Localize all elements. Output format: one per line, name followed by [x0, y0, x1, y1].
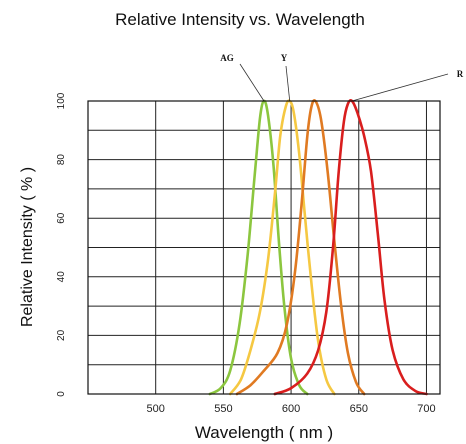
y-tick-label-80: 80	[56, 154, 67, 166]
x-tick-label-700: 700	[417, 403, 435, 415]
series-line-orange	[235, 98, 366, 396]
x-axis-label: Wavelength ( nm )	[195, 423, 333, 442]
annotation-label-y: Y	[281, 53, 288, 63]
annotation-leader-r	[351, 73, 449, 102]
plot-frame	[87, 100, 441, 395]
grid	[88, 101, 440, 394]
x-tick-label-650: 650	[350, 403, 368, 415]
annotation-leader-ag	[239, 63, 265, 102]
annotation-label-ag: AG	[220, 53, 234, 63]
x-tick-label-500: 500	[147, 403, 165, 415]
y-tick-label-100: 100	[56, 92, 67, 109]
chart-title: Relative Intensity vs. Wavelength	[115, 10, 365, 29]
x-tick-labels: 500 550 600 650 700	[147, 403, 436, 415]
annotation-leader-y	[285, 65, 291, 102]
y-tick-label-40: 40	[56, 271, 67, 283]
x-tick-label-550: 550	[214, 403, 232, 415]
x-tick-label-600: 600	[282, 403, 300, 415]
y-tick-label-20: 20	[56, 329, 67, 341]
series-annotations: AG Y R	[220, 53, 464, 102]
y-tick-label-60: 60	[56, 212, 67, 224]
y-tick-label-0: 0	[56, 391, 67, 397]
y-tick-labels: 0 20 40 60 80 100	[56, 92, 67, 397]
y-axis-label: Relative Intensity ( % )	[19, 167, 36, 327]
annotation-label-r: R	[457, 69, 464, 79]
